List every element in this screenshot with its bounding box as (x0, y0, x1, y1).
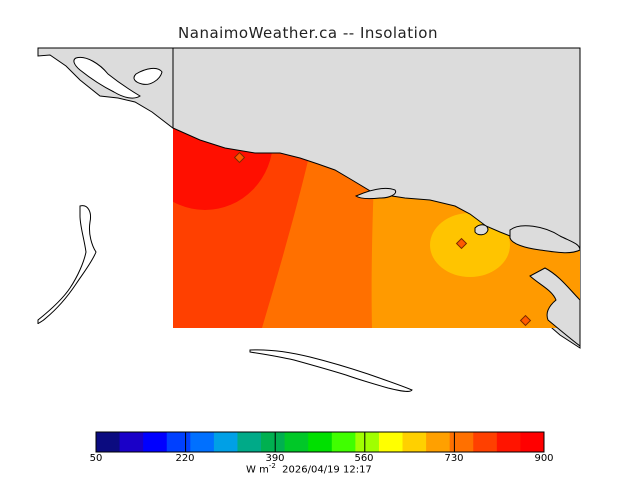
chart-title: NanaimoWeather.ca -- Insolation (178, 24, 438, 42)
colorbar-segment (261, 432, 286, 452)
units-exponent: -2 (268, 462, 276, 470)
colorbar-segment (355, 432, 380, 452)
south-island (249, 349, 413, 392)
colorbar (95, 432, 545, 452)
colorbar-segment (190, 432, 215, 452)
station-marker-central (455, 237, 468, 250)
colorbar-segment (331, 432, 356, 452)
small-island-east (474, 224, 489, 236)
station-marker-northwest (233, 151, 246, 164)
colorbar-segment (473, 432, 498, 452)
colorbar-tick-label: 220 (175, 453, 195, 464)
colorbar-segment (308, 432, 333, 452)
northwest-island-2 (133, 67, 163, 85)
colorbar-tick-label: 560 (354, 453, 374, 464)
southeast-shore (529, 267, 581, 348)
colorbar-segment (213, 432, 238, 452)
point-land (355, 187, 397, 200)
colorbar-caption: W m-2 2026/04/19 12:17 (246, 462, 372, 475)
colorbar-segment (166, 432, 191, 452)
colorbar-tick-label: 390 (265, 453, 285, 464)
colorbar-frame (95, 431, 545, 453)
colorbar-segment (378, 432, 404, 452)
colorbar-tick-label: 730 (444, 453, 464, 464)
colorbar-segment (449, 432, 474, 452)
west-island (37, 205, 97, 325)
northwest-island-1 (73, 56, 141, 99)
colorbar-segment (426, 432, 451, 452)
timestamp: 2026/04/19 12:17 (282, 464, 372, 476)
colorbar-segment (237, 432, 262, 452)
peninsula (509, 225, 581, 254)
colorbar-segment (284, 432, 309, 452)
colorbar-tick-label: 900 (534, 453, 554, 464)
zone-min (430, 213, 510, 277)
colorbar-segment (496, 432, 521, 452)
station-marker-southeast (519, 314, 532, 327)
colorbar-tick-label: 50 (89, 453, 103, 464)
colorbar-segment (402, 432, 427, 452)
colorbar-segment (119, 432, 144, 452)
units-label: W m (246, 464, 269, 476)
colorbar-segment (96, 432, 121, 452)
colorbar-segment (143, 432, 168, 452)
colorbar-segment (520, 432, 545, 452)
